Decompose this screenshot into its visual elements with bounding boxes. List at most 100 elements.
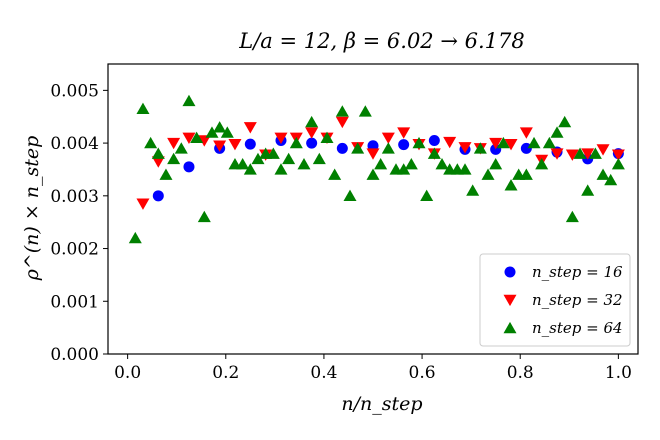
data-point (152, 190, 164, 202)
y-axis-label: ρ^(n) × n_step (21, 136, 43, 282)
data-point (351, 142, 365, 154)
data-point (244, 138, 256, 150)
data-point (228, 138, 242, 151)
data-point (573, 147, 587, 159)
data-point (535, 158, 549, 170)
data-point (504, 179, 518, 191)
data-point (328, 168, 342, 180)
x-tick-label: 0.2 (212, 363, 239, 383)
data-point (366, 148, 380, 160)
data-point (596, 144, 610, 156)
legend: n_step = 16 n_step = 32 n_step = 64 (479, 253, 631, 347)
data-point (151, 147, 165, 159)
data-point (289, 136, 303, 149)
legend-label: n_step = 16 (532, 263, 623, 281)
data-point (282, 152, 296, 165)
data-point (136, 102, 150, 115)
data-point (274, 163, 288, 175)
data-point (251, 152, 265, 165)
data-point (519, 168, 533, 180)
data-point (504, 138, 518, 151)
data-point (611, 149, 625, 161)
series-2 (128, 94, 625, 244)
data-point (527, 136, 541, 149)
y-axis-ticks: 0.000 0.001 0.002 0.003 0.004 0.005 (50, 81, 108, 365)
data-point (306, 137, 318, 149)
data-point (305, 127, 319, 139)
data-point (182, 94, 196, 107)
data-point (358, 105, 372, 117)
x-axis-ticks: 0.0 0.2 0.4 0.6 0.8 1.0 (114, 354, 632, 383)
legend-marker (504, 266, 516, 278)
data-point (128, 231, 142, 244)
x-tick-label: 1.0 (605, 363, 632, 383)
legend-marker (503, 294, 517, 307)
x-tick-label: 0.0 (114, 363, 141, 383)
data-point (558, 115, 572, 128)
data-point (197, 210, 211, 223)
data-point (550, 148, 564, 160)
y-tick-label: 0.001 (50, 292, 99, 312)
data-point (489, 137, 503, 150)
data-point (550, 126, 564, 138)
data-point (481, 168, 495, 180)
data-point (596, 168, 610, 180)
data-point (205, 126, 219, 138)
data-point (320, 131, 334, 144)
data-point (604, 173, 618, 186)
data-point (335, 116, 349, 129)
data-point (297, 158, 311, 170)
plot-area (107, 63, 639, 355)
data-series (128, 94, 625, 244)
data-point (581, 148, 595, 160)
y-tick-label: 0.003 (50, 187, 99, 207)
data-point (336, 142, 348, 154)
data-point (397, 163, 411, 175)
data-point (167, 137, 181, 150)
data-point (611, 158, 625, 170)
y-tick-label: 0.005 (50, 81, 99, 101)
x-tick-label: 0.8 (507, 363, 534, 383)
data-point (151, 156, 165, 168)
data-point (398, 139, 410, 151)
data-point (435, 158, 449, 170)
data-point (588, 147, 602, 159)
data-point (542, 136, 556, 149)
data-point (190, 131, 204, 144)
plot-frame (107, 63, 639, 355)
data-point (343, 189, 357, 202)
data-point (243, 122, 257, 134)
chart-title: L/a = 12, β = 6.02 → 6.178 (238, 29, 524, 53)
data-point (243, 163, 257, 175)
data-point (182, 132, 196, 144)
series-1 (136, 116, 625, 210)
data-point (167, 152, 181, 165)
data-point (381, 132, 395, 144)
data-point (136, 198, 150, 210)
data-point (397, 127, 411, 139)
data-point (420, 189, 434, 202)
data-point (565, 210, 579, 223)
data-point (305, 115, 319, 128)
data-point (220, 126, 234, 138)
data-point (213, 140, 227, 152)
legend-label: n_step = 64 (532, 319, 623, 337)
legend-marker (503, 321, 517, 334)
data-point (312, 152, 326, 165)
data-point (404, 158, 418, 170)
data-point (197, 135, 211, 147)
legend-box (479, 253, 631, 347)
data-point (266, 147, 280, 159)
data-point (519, 127, 533, 139)
data-point (381, 142, 395, 154)
data-point (213, 121, 227, 133)
data-point (159, 168, 173, 180)
data-point (144, 136, 158, 149)
data-point (458, 163, 472, 175)
data-point (274, 132, 288, 144)
data-point (335, 105, 349, 117)
x-tick-label: 0.4 (310, 363, 337, 383)
data-point (366, 168, 380, 180)
data-point (236, 158, 250, 170)
